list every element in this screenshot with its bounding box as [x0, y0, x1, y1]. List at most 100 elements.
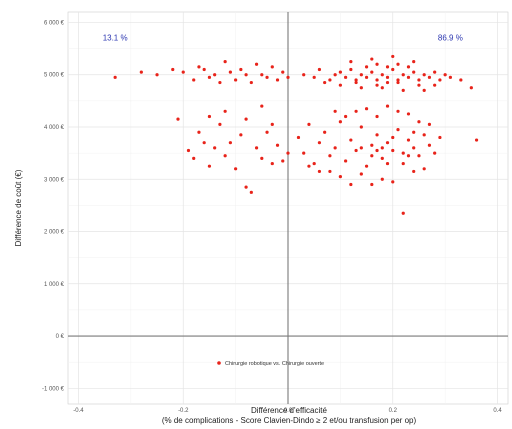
data-point: [401, 211, 405, 215]
data-point: [370, 154, 374, 158]
data-point: [412, 60, 416, 64]
data-point: [412, 169, 416, 174]
data-point: [359, 125, 363, 129]
data-point: [422, 73, 426, 77]
data-point: [427, 143, 432, 147]
data-point: [244, 185, 248, 189]
data-point: [192, 78, 196, 82]
data-point: [359, 172, 363, 176]
data-point: [344, 159, 348, 163]
data-point: [459, 78, 463, 82]
x-tick-label: 0.2: [389, 408, 398, 414]
data-point: [286, 75, 290, 79]
data-point: [333, 146, 337, 150]
data-point: [275, 78, 280, 82]
data-point: [417, 83, 421, 87]
data-point: [333, 109, 337, 113]
data-point: [213, 73, 217, 77]
data-point: [113, 75, 117, 79]
x-tick-label: -0.2: [178, 408, 189, 414]
data-point: [406, 112, 411, 116]
data-point: [328, 78, 332, 82]
data-point: [391, 148, 395, 153]
data-point: [380, 177, 384, 181]
data-point: [202, 141, 206, 145]
data-point: [281, 70, 285, 74]
data-point: [223, 109, 227, 113]
data-point: [396, 128, 400, 132]
data-point: [302, 73, 306, 77]
data-point: [406, 138, 411, 142]
data-point: [207, 114, 212, 119]
data-point: [406, 154, 411, 158]
data-point: [380, 156, 384, 160]
x-tick-label: 0.4: [493, 408, 502, 414]
y-tick-label: 6 000 €: [44, 20, 65, 26]
data-point: [375, 148, 379, 153]
x-tick-label: 0.0: [284, 408, 293, 414]
data-point: [338, 120, 342, 124]
data-point: [354, 78, 358, 82]
data-point: [328, 154, 332, 158]
data-point: [275, 143, 280, 147]
data-point: [443, 73, 447, 77]
data-point: [401, 88, 405, 92]
data-point: [364, 164, 369, 168]
data-point: [192, 156, 196, 160]
data-point: [385, 65, 390, 69]
data-point: [375, 78, 379, 82]
data-point: [260, 104, 264, 108]
data-point: [412, 130, 416, 134]
y-tick-label: 2 000 €: [44, 230, 65, 236]
data-point: [375, 114, 379, 119]
data-point: [218, 80, 222, 85]
x-axis-title: Différence d'efficacité: [251, 406, 327, 415]
y-tick-label: 0 €: [56, 334, 65, 340]
data-point: [254, 146, 259, 150]
data-point: [286, 151, 290, 155]
y-tick-label: 3 000 €: [44, 177, 65, 183]
data-point: [228, 70, 232, 74]
data-point: [307, 164, 311, 168]
data-point: [433, 151, 437, 155]
y-axis-title: Différence de coût (€): [14, 169, 23, 246]
data-point: [317, 169, 322, 174]
data-point: [427, 122, 432, 126]
data-point: [474, 138, 479, 142]
data-point: [438, 78, 442, 82]
data-point: [364, 65, 369, 69]
data-point: [385, 80, 390, 85]
data-point: [385, 104, 390, 108]
data-point: [265, 75, 269, 79]
y-tick-label: 4 000 €: [44, 125, 65, 131]
data-point: [391, 54, 395, 59]
data-point: [202, 67, 206, 72]
data-point: [391, 135, 395, 140]
data-point: [349, 182, 353, 187]
data-point: [302, 151, 306, 155]
data-point: [270, 161, 274, 166]
data-point: [338, 83, 342, 87]
data-point: [349, 67, 353, 72]
data-point: [469, 86, 473, 90]
data-point: [281, 159, 285, 163]
data-point: [370, 57, 374, 61]
data-point: [417, 120, 421, 124]
data-point: [406, 75, 411, 79]
data-point: [401, 151, 405, 155]
data-point: [181, 70, 185, 74]
data-point: [380, 73, 384, 77]
data-point: [370, 143, 374, 147]
data-point: [197, 65, 201, 69]
data-point: [223, 60, 227, 64]
data-point: [391, 67, 395, 72]
data-point: [317, 141, 322, 145]
data-point: [197, 130, 201, 134]
data-point: [375, 83, 379, 87]
data-point: [433, 83, 437, 87]
data-point: [218, 122, 222, 126]
data-point: [438, 135, 442, 140]
data-point: [312, 75, 316, 79]
data-point: [448, 75, 452, 79]
data-point: [396, 80, 400, 85]
